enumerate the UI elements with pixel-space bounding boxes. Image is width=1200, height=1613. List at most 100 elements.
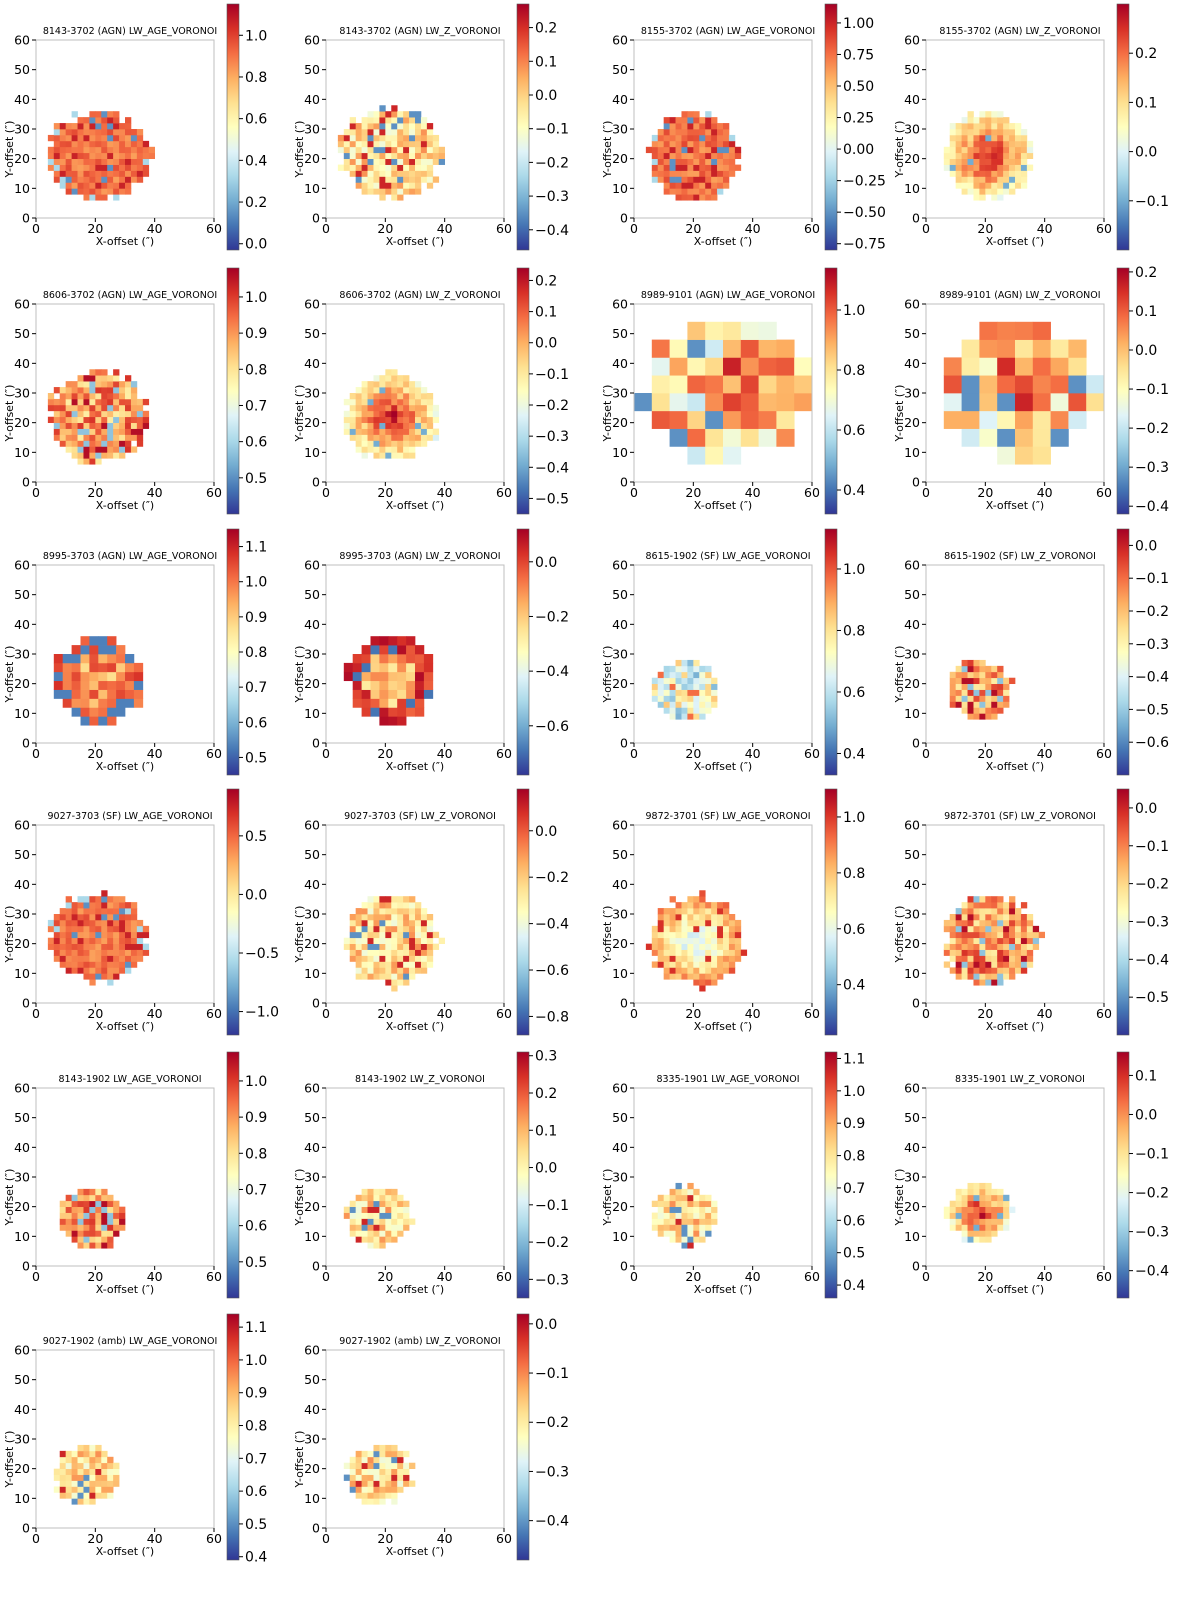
heatmap-cell	[89, 671, 99, 682]
heatmap-cell	[113, 434, 120, 441]
heatmap-cell	[675, 176, 682, 183]
heatmap-cell	[397, 902, 404, 909]
heatmap-cell	[130, 908, 138, 915]
heatmap-cell	[83, 176, 90, 183]
heatmap-cell	[1003, 683, 1010, 690]
colorbar-tick-label: 0.0	[1135, 145, 1157, 161]
heatmap-cell	[373, 896, 380, 903]
heatmap-cell	[83, 1498, 90, 1505]
heatmap-cell	[107, 680, 117, 690]
heatmap-cell	[699, 931, 706, 939]
heatmap-cell	[361, 381, 368, 388]
heatmap-cell	[645, 943, 653, 950]
heatmap-cell	[361, 188, 368, 195]
heatmap-cell	[415, 111, 422, 118]
heatmap-cell	[657, 701, 665, 708]
heatmap-cell	[397, 716, 407, 726]
heatmap-cell	[95, 973, 102, 980]
heatmap-cell	[77, 1206, 84, 1213]
heatmap-cell	[426, 129, 434, 136]
heatmap-cell	[349, 422, 357, 429]
heatmap-cell	[370, 645, 380, 655]
x-tick-label: 20	[685, 485, 701, 500]
heatmap-cell	[385, 1194, 392, 1202]
heatmap-cell	[420, 428, 428, 435]
heatmap-cell	[83, 1474, 90, 1481]
heatmap-cell	[71, 422, 78, 429]
heatmap-cell	[669, 410, 688, 429]
heatmap-cell	[125, 140, 132, 148]
heatmap-cell	[699, 1236, 706, 1243]
heatmap-cell	[343, 129, 351, 136]
heatmap-cell	[59, 416, 67, 424]
heatmap-cell	[705, 339, 724, 358]
heatmap-cell	[687, 1218, 694, 1225]
heatmap-cell	[949, 931, 957, 939]
heatmap-cell	[355, 134, 362, 142]
heatmap-cell	[967, 152, 974, 160]
heatmap-cell	[409, 123, 416, 130]
heatmap-cell	[385, 134, 392, 142]
heatmap-cell	[367, 129, 374, 136]
heatmap-cell	[107, 896, 114, 903]
heatmap-cell	[1003, 164, 1010, 171]
heatmap-cell	[349, 158, 357, 165]
heatmap-cell	[361, 1218, 368, 1225]
y-tick-label: 50	[904, 587, 920, 602]
colorbar-tick-label: 0.6	[245, 1484, 267, 1500]
heatmap-cell	[699, 973, 706, 980]
y-tick-label: 10	[14, 445, 30, 460]
heatmap-cell	[397, 925, 404, 933]
heatmap-cell	[973, 1224, 980, 1231]
heatmap-cell	[415, 689, 425, 699]
heatmap-cell	[997, 446, 1016, 465]
heatmap-cell	[89, 1206, 96, 1213]
y-tick-label: 20	[904, 676, 920, 691]
heatmap-cell	[681, 111, 688, 118]
heatmap-cell	[634, 393, 653, 412]
heatmap-cell	[65, 931, 72, 939]
heatmap-cell	[1020, 152, 1028, 160]
heatmap-cell	[77, 1486, 84, 1493]
heatmap-cell	[53, 146, 61, 154]
heatmap-cell	[687, 1212, 694, 1219]
heatmap-cell	[687, 152, 694, 160]
heatmap-cell	[343, 937, 351, 945]
heatmap-cell	[71, 398, 78, 406]
heatmap-cell	[367, 1236, 374, 1243]
heatmap-cell	[397, 680, 407, 690]
heatmap-cell	[967, 931, 974, 939]
heatmap-cell	[699, 689, 706, 696]
heatmap-cell	[740, 428, 759, 447]
heatmap-cell	[379, 1480, 386, 1487]
heatmap-cell	[687, 908, 694, 915]
heatmap-cell	[432, 434, 440, 441]
heatmap-cell	[361, 182, 368, 189]
heatmap-cell	[107, 1474, 114, 1481]
colorbar-tick-label: 0.5	[245, 1517, 267, 1533]
heatmap-cell	[397, 967, 404, 974]
x-tick-label: 0	[32, 221, 40, 236]
heatmap-cell	[71, 134, 78, 142]
y-tick-label: 60	[904, 1081, 920, 1096]
heatmap-cell	[961, 152, 968, 160]
heatmap-cell	[53, 134, 61, 142]
heatmap-cell	[420, 398, 428, 406]
heatmap-cell	[723, 925, 730, 933]
heatmap-cell	[1003, 158, 1010, 165]
heatmap-cell	[717, 176, 724, 183]
heatmap-cell	[379, 134, 386, 142]
heatmap-cells	[343, 896, 446, 992]
heatmap-cell	[979, 158, 986, 165]
heatmap-cell	[59, 1200, 67, 1208]
heatmap-cell	[59, 129, 67, 136]
heatmap-cell	[1015, 357, 1034, 376]
heatmap-cell	[717, 146, 724, 154]
heatmap-cell	[415, 393, 422, 400]
heatmap-cell	[1009, 677, 1016, 685]
heatmap-cell	[89, 1468, 96, 1475]
heatmap-cell	[125, 961, 132, 968]
heatmap-cell	[397, 707, 407, 717]
heatmap-cell	[130, 961, 138, 968]
x-axis-label: X-offset (″)	[96, 1020, 154, 1033]
